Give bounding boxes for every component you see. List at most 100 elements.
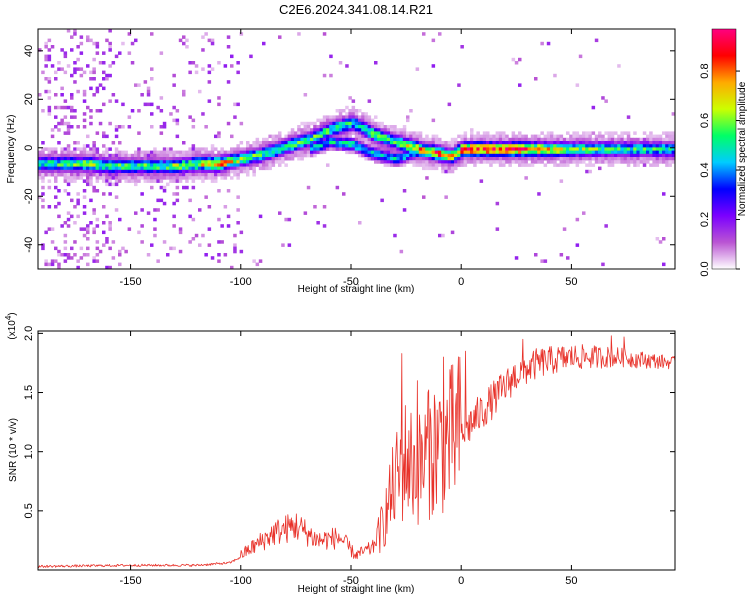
heatmap-cell xyxy=(322,205,327,209)
heatmap-cell xyxy=(662,160,666,164)
heatmap-cell xyxy=(364,125,368,129)
heatmap-cell xyxy=(428,153,432,158)
heatmap-cell xyxy=(63,169,68,174)
heatmap-cell xyxy=(156,179,160,183)
heatmap-cell xyxy=(502,150,506,155)
heatmap-cell xyxy=(60,105,64,110)
heatmap-cell xyxy=(140,208,144,212)
heatmap-cell xyxy=(262,163,266,167)
heatmap-cell xyxy=(406,150,410,155)
heatmap-cell xyxy=(658,150,663,155)
heatmap-cell xyxy=(265,157,269,161)
heatmap-cell xyxy=(473,153,477,158)
heatmap-cell xyxy=(159,125,164,129)
heatmap-cell xyxy=(169,153,173,158)
heatmap-cell xyxy=(220,153,224,158)
heatmap-cell xyxy=(278,211,282,215)
y-tick-label: 40 xyxy=(23,45,35,57)
heatmap-cell xyxy=(431,137,436,142)
heatmap-cell xyxy=(505,160,509,164)
heatmap-cell xyxy=(617,157,621,161)
heatmap-cell xyxy=(207,80,212,84)
heatmap-cell xyxy=(223,64,228,68)
heatmap-cell xyxy=(646,147,650,151)
heatmap-cell xyxy=(386,128,391,132)
heatmap-cell xyxy=(444,157,448,161)
heatmap-cell xyxy=(326,141,330,145)
heatmap-cell xyxy=(143,163,148,167)
heatmap-cell xyxy=(559,157,564,161)
heatmap-cell xyxy=(582,131,586,135)
heatmap-cell xyxy=(527,144,532,148)
heatmap-cell xyxy=(607,163,612,167)
heatmap-cell xyxy=(639,160,644,164)
heatmap-cell xyxy=(470,131,474,135)
heatmap-cell xyxy=(82,253,87,257)
heatmap-cell xyxy=(284,134,288,139)
heatmap-cell xyxy=(332,125,336,129)
heatmap-cell xyxy=(294,153,298,158)
heatmap-cell xyxy=(297,153,301,158)
heatmap-cell xyxy=(226,173,231,177)
heatmap-cell xyxy=(473,163,477,167)
heatmap-cell xyxy=(617,147,621,151)
heatmap-cell xyxy=(655,147,660,151)
heatmap-cell xyxy=(297,147,301,151)
heatmap-cell xyxy=(588,147,592,151)
heatmap-cell xyxy=(156,153,160,158)
heatmap-cell xyxy=(207,70,212,75)
heatmap-cell xyxy=(434,134,439,139)
heatmap-cell xyxy=(102,173,106,177)
heatmap-cell xyxy=(550,131,554,135)
heatmap-cell xyxy=(111,160,116,164)
heatmap-cell xyxy=(223,153,228,158)
heatmap-cell xyxy=(210,179,215,183)
heatmap-cell xyxy=(578,137,583,142)
heatmap-cell xyxy=(322,141,327,145)
heatmap-cell xyxy=(108,227,112,231)
heatmap-cell xyxy=(642,131,647,135)
heatmap-cell xyxy=(134,150,138,155)
heatmap-cell xyxy=(383,157,388,161)
heatmap-cell xyxy=(444,169,448,174)
heatmap-cell xyxy=(70,160,74,164)
heatmap-cell xyxy=(76,157,80,161)
heatmap-cell xyxy=(118,166,122,171)
heatmap-cell xyxy=(367,153,372,158)
heatmap-cell xyxy=(633,144,637,148)
heatmap-cell xyxy=(127,176,132,180)
heatmap-cell xyxy=(217,160,221,164)
heatmap-cell xyxy=(415,131,420,135)
heatmap-cell xyxy=(178,157,183,161)
heatmap-cell xyxy=(431,64,436,68)
heatmap-cell xyxy=(102,205,106,209)
heatmap-cell xyxy=(255,150,260,155)
snr-multiplier-exponent: 4 xyxy=(4,315,13,320)
heatmap-cell xyxy=(607,153,612,158)
heatmap-cell xyxy=(207,173,212,177)
heatmap-cell xyxy=(335,141,340,145)
heatmap-cell xyxy=(655,157,660,161)
heatmap-cell xyxy=(66,105,71,110)
heatmap-cell xyxy=(399,137,404,142)
heatmap-cell xyxy=(143,153,148,158)
heatmap-cell xyxy=(463,144,468,148)
heatmap-cell xyxy=(370,134,375,139)
heatmap-cell xyxy=(140,240,144,244)
heatmap-cell xyxy=(655,163,660,167)
heatmap-cell xyxy=(98,157,103,161)
heatmap-cell xyxy=(412,147,416,151)
heatmap-cell xyxy=(338,115,343,119)
heatmap-cell xyxy=(207,166,212,171)
heatmap-cell xyxy=(66,64,71,68)
heatmap-cell xyxy=(41,141,45,145)
heatmap-cell xyxy=(89,160,93,164)
heatmap-cell xyxy=(614,150,618,155)
heatmap-cell xyxy=(95,173,100,177)
heatmap-cell xyxy=(409,147,413,151)
heatmap-cell xyxy=(390,141,394,145)
heatmap-cell xyxy=(130,41,135,46)
heatmap-cell xyxy=(530,163,535,167)
heatmap-cell xyxy=(383,160,388,164)
heatmap-cell xyxy=(588,163,592,167)
